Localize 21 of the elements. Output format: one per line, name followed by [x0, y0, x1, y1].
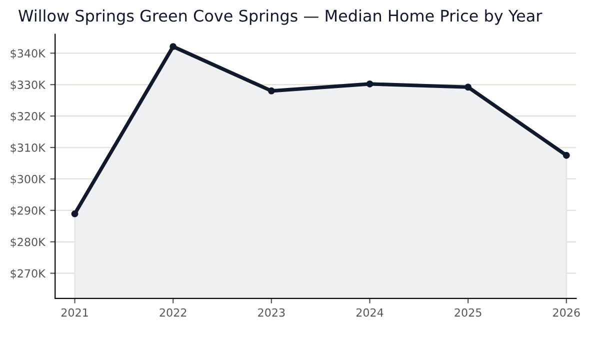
y-tick-label: $310K: [10, 143, 46, 154]
y-tick-label: $280K: [10, 238, 46, 248]
y-tick-label: $300K: [10, 174, 46, 185]
x-tick-label: 2024: [356, 308, 384, 317]
x-tick-label: 2021: [61, 308, 88, 317]
y-tick-label: $270K: [10, 269, 46, 280]
point: [71, 210, 78, 218]
x-tick-label: 2022: [160, 308, 186, 317]
x-tick-label: 2025: [454, 308, 482, 317]
point: [562, 152, 570, 159]
chart-title: Willow Springs Green Cove Springs — Median Home Price by Year: [18, 9, 542, 25]
point: [464, 84, 472, 91]
y-tick-label: $290K: [10, 206, 46, 216]
y-tick-label: $330K: [10, 80, 46, 90]
x-tick-label: 2023: [258, 308, 285, 317]
point: [268, 87, 275, 94]
y-tick-label: $320K: [10, 112, 46, 122]
x-tick-label: 2026: [553, 308, 580, 317]
point: [170, 43, 177, 50]
point: [366, 80, 374, 88]
y-tick-label: $340K: [10, 48, 46, 60]
